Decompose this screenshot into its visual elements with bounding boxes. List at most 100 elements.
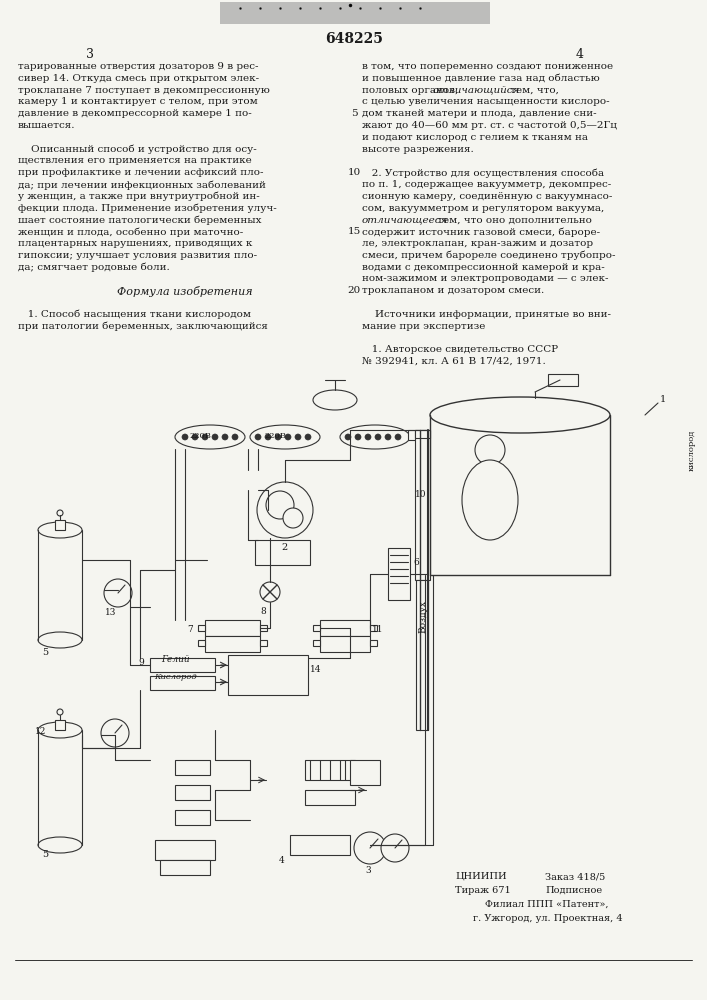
Text: 5: 5 <box>351 109 357 118</box>
Bar <box>290 835 350 855</box>
Text: Тираж 671: Тираж 671 <box>455 886 510 895</box>
Ellipse shape <box>38 522 82 538</box>
Text: ществления его применяется на практике: ществления его применяется на практике <box>18 156 252 165</box>
Text: кислород: кислород <box>688 430 696 471</box>
Text: и подают кислород с гелием к тканям на: и подают кислород с гелием к тканям на <box>362 133 588 142</box>
Text: 4: 4 <box>576 48 584 61</box>
Text: фекции плода. Применение изобретения улуч-: фекции плода. Применение изобретения улу… <box>18 204 276 213</box>
Ellipse shape <box>38 632 82 648</box>
Circle shape <box>305 434 311 440</box>
Bar <box>220 2 490 24</box>
Text: содержит источник газовой смеси, бароре-: содержит источник газовой смеси, бароре- <box>362 227 600 237</box>
Text: вышается.: вышается. <box>18 121 76 130</box>
Text: и повышенное давление газа над областью: и повышенное давление газа над областью <box>362 74 600 83</box>
Text: гипоксии; улучшает условия развития пло-: гипоксии; улучшает условия развития пло- <box>18 251 257 260</box>
Circle shape <box>222 434 228 440</box>
Circle shape <box>355 434 361 440</box>
Bar <box>155 840 215 860</box>
Circle shape <box>182 434 188 440</box>
Text: 220В: 220В <box>189 432 211 440</box>
Text: 2: 2 <box>282 543 288 552</box>
Bar <box>160 860 210 875</box>
Text: 1: 1 <box>660 395 666 404</box>
Text: г. Ужгород, ул. Проектная, 4: г. Ужгород, ул. Проектная, 4 <box>473 914 623 923</box>
Text: 10: 10 <box>347 168 361 177</box>
Text: сионную камеру, соединённую с вакуумнасо-: сионную камеру, соединённую с вакуумнасо… <box>362 192 612 201</box>
Circle shape <box>57 709 63 715</box>
Bar <box>313 625 320 631</box>
Text: 4: 4 <box>279 856 285 865</box>
Text: в том, что попеременно создают пониженное: в том, что попеременно создают пониженно… <box>362 62 613 71</box>
Text: 15: 15 <box>347 227 361 236</box>
Text: Заказ 418/5: Заказ 418/5 <box>545 872 605 881</box>
Text: 3: 3 <box>366 866 370 875</box>
Text: тем, что,: тем, что, <box>507 86 559 95</box>
Circle shape <box>295 434 301 440</box>
Text: 220В: 220В <box>264 432 286 440</box>
Bar <box>388 548 410 600</box>
Bar <box>370 625 377 631</box>
Bar <box>408 430 426 440</box>
Text: давление в декомпрессорной камере 1 по-: давление в декомпрессорной камере 1 по- <box>18 109 252 118</box>
Bar <box>255 540 310 565</box>
Bar <box>175 760 210 775</box>
Bar <box>175 810 210 825</box>
Text: Воздух: Воздух <box>418 600 427 633</box>
Text: Кислород: Кислород <box>153 673 197 681</box>
Text: 5: 5 <box>42 850 48 859</box>
Bar <box>55 520 65 530</box>
Text: шает состояние патологически беременных: шает состояние патологически беременных <box>18 215 262 225</box>
Ellipse shape <box>175 425 245 449</box>
Text: 11: 11 <box>372 625 383 634</box>
Circle shape <box>104 579 132 607</box>
Bar <box>320 620 370 636</box>
Bar <box>198 640 205 646</box>
Circle shape <box>257 482 313 538</box>
Text: у женщин, а также при внутриутробной ин-: у женщин, а также при внутриутробной ин- <box>18 192 259 201</box>
Text: сом, вакуумметром и регулятором вакуума,: сом, вакуумметром и регулятором вакуума, <box>362 204 604 213</box>
Circle shape <box>375 434 381 440</box>
Bar <box>320 636 370 652</box>
Ellipse shape <box>430 397 610 433</box>
Text: тарированные отверстия дозаторов 9 в рес-: тарированные отверстия дозаторов 9 в рес… <box>18 62 259 71</box>
Ellipse shape <box>38 837 82 853</box>
Text: сивер 14. Откуда смесь при открытом элек-: сивер 14. Откуда смесь при открытом элек… <box>18 74 259 83</box>
Bar <box>305 760 355 780</box>
Text: 20: 20 <box>347 286 361 295</box>
Circle shape <box>345 434 351 440</box>
Bar <box>228 655 308 695</box>
Ellipse shape <box>38 722 82 738</box>
Text: ле, электроклапан, кран-зажим и дозатор: ле, электроклапан, кран-зажим и дозатор <box>362 239 593 248</box>
Text: троклапаном и дозатором смеси.: троклапаном и дозатором смеси. <box>362 286 544 295</box>
Text: смеси, причем барореле соединено трубопро-: смеси, причем барореле соединено трубопр… <box>362 251 616 260</box>
Circle shape <box>232 434 238 440</box>
Text: женщин и плода, особенно при маточно-: женщин и плода, особенно при маточно- <box>18 227 243 237</box>
Circle shape <box>212 434 218 440</box>
Text: отличающееся: отличающееся <box>362 215 448 224</box>
Text: 9: 9 <box>139 658 144 667</box>
Bar <box>150 676 215 690</box>
Circle shape <box>354 832 386 864</box>
Text: при патологии беременных, заключающийся: при патологии беременных, заключающийся <box>18 322 268 331</box>
Ellipse shape <box>462 460 518 540</box>
Text: 10: 10 <box>415 490 426 499</box>
Text: 1. Авторское свидетельство СССР: 1. Авторское свидетельство СССР <box>362 345 558 354</box>
Text: Гелий: Гелий <box>160 655 189 664</box>
Text: троклапане 7 поступает в декомпрессионную: троклапане 7 поступает в декомпрессионну… <box>18 86 270 95</box>
Ellipse shape <box>313 390 357 410</box>
Circle shape <box>265 434 271 440</box>
Text: жают до 40—60 мм рт. ст. с частотой 0,5—2Гц: жают до 40—60 мм рт. ст. с частотой 0,5—… <box>362 121 617 130</box>
Bar <box>175 785 210 800</box>
Bar <box>415 430 430 438</box>
Text: да; при лечении инфекционных заболеваний: да; при лечении инфекционных заболеваний <box>18 180 266 190</box>
Text: 8: 8 <box>260 607 266 616</box>
Ellipse shape <box>340 425 410 449</box>
Text: ном-зажимом и электропроводами — с элек-: ном-зажимом и электропроводами — с элек- <box>362 274 609 283</box>
Text: Источники информации, принятые во вни-: Источники информации, принятые во вни- <box>362 310 611 319</box>
Text: плацентарных нарушениях, приводящих к: плацентарных нарушениях, приводящих к <box>18 239 252 248</box>
Bar <box>260 640 267 646</box>
Text: 14: 14 <box>310 665 322 674</box>
Text: с целью увеличения насыщенности кислоро-: с целью увеличения насыщенности кислоро- <box>362 97 609 106</box>
Text: да; смягчает родовые боли.: да; смягчает родовые боли. <box>18 263 170 272</box>
Bar <box>415 430 430 580</box>
